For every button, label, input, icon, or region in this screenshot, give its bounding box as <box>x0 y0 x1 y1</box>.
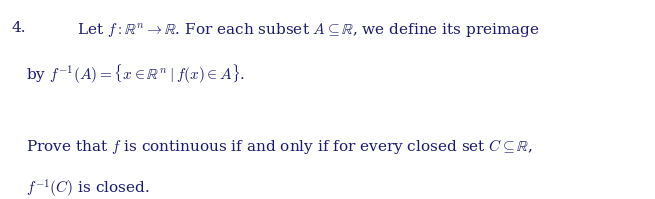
Text: Prove that $f$ is continuous if and only if for every closed set $C \subseteq \m: Prove that $f$ is continuous if and only… <box>26 137 533 156</box>
Text: Let $f : \mathbb{R}^n \to \mathbb{R}$. For each subset $A \subseteq \mathbb{R}$,: Let $f : \mathbb{R}^n \to \mathbb{R}$. F… <box>77 21 540 39</box>
Text: $f^{-1}(C)$ is closed.: $f^{-1}(C)$ is closed. <box>26 178 150 199</box>
Text: 4.: 4. <box>12 21 26 35</box>
Text: by $f^{-1}(A) = \{x \in \mathbb{R}^n \mid f(x) \in A\}$.: by $f^{-1}(A) = \{x \in \mathbb{R}^n \mi… <box>26 63 246 86</box>
